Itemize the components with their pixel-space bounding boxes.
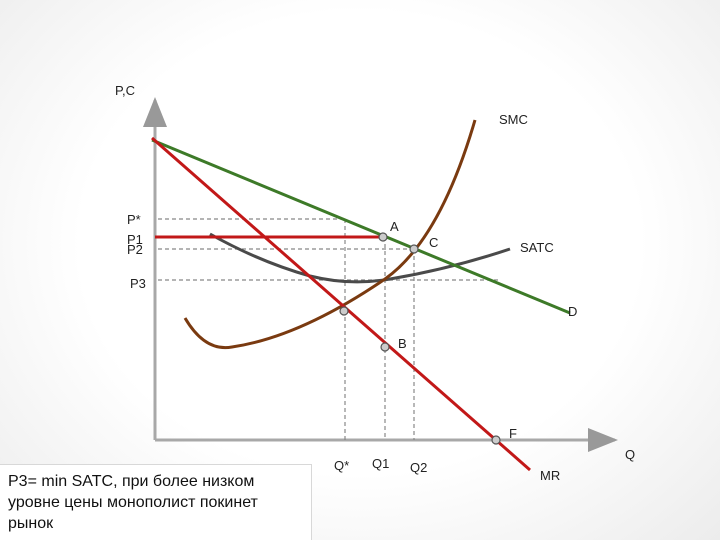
point-f-label: F — [509, 426, 517, 441]
point-a-label: A — [390, 219, 399, 234]
satc-curve — [209, 232, 511, 284]
mr-label: MR — [540, 468, 560, 483]
point-b-marker — [380, 342, 390, 352]
smc-curve — [183, 119, 477, 350]
point-f-marker — [491, 435, 501, 445]
guide-lines — [158, 218, 500, 440]
p-star-label: P* — [127, 212, 141, 227]
note-line-2: уровне цены монополист покинет — [8, 494, 258, 511]
point-c-label: C — [429, 235, 438, 250]
y-axis-label: P,C — [115, 83, 135, 98]
demand-curve — [151, 138, 571, 315]
note-line-1: P3= min SATC, при более низком — [8, 473, 255, 490]
q1-label: Q1 — [372, 456, 389, 471]
x-axis-label: Q — [625, 447, 635, 462]
point-a-marker — [378, 232, 388, 242]
mr-curve — [151, 136, 531, 472]
q2-label: Q2 — [410, 460, 427, 475]
p2-label: P2 — [127, 242, 143, 257]
satc-label: SATC — [520, 240, 554, 255]
q-star-label: Q* — [334, 458, 349, 473]
points — [339, 232, 501, 445]
demand-label: D — [568, 304, 577, 319]
point-b-label: B — [398, 336, 407, 351]
smc-label: SMC — [499, 112, 528, 127]
p1-label: P1 — [127, 232, 143, 247]
note-line-3: рынок — [8, 515, 54, 532]
point-mr-qstar-marker — [339, 306, 349, 316]
explanation-note: P3= min SATC, при более низком уровне це… — [0, 464, 312, 540]
point-c-marker — [409, 244, 419, 254]
p3-label: P3 — [130, 276, 146, 291]
